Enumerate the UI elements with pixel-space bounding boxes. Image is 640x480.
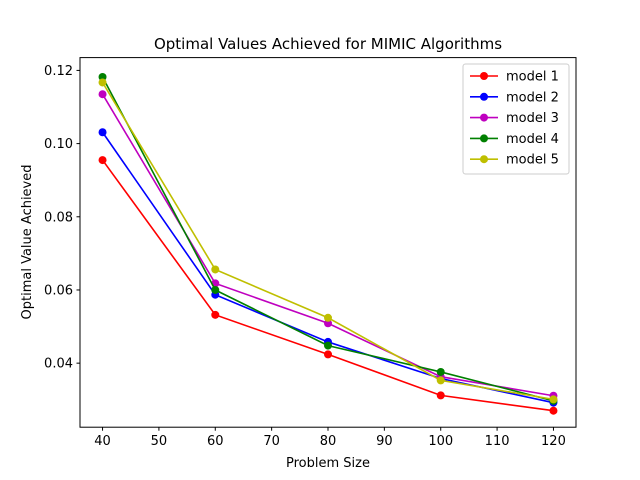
legend-item: model 3 bbox=[470, 111, 559, 126]
legend-box bbox=[462, 63, 570, 175]
x-axis: 40 50 60 70 80 90 100 110 120 bbox=[94, 427, 566, 449]
series-model-1 bbox=[98, 156, 558, 415]
data-point bbox=[324, 341, 332, 350]
legend-label: model 2 bbox=[506, 90, 559, 105]
legend: model 1 model 2 model 3 model 4 model 5 bbox=[462, 63, 570, 175]
legend-marker bbox=[480, 134, 488, 143]
data-point bbox=[211, 285, 220, 294]
legend-item: model 5 bbox=[470, 153, 559, 168]
data-point bbox=[549, 406, 558, 415]
legend-marker bbox=[480, 72, 488, 80]
x-tick-label: 100 bbox=[428, 434, 453, 449]
x-tick-label: 80 bbox=[320, 434, 337, 449]
legend-item: model 1 bbox=[470, 70, 559, 85]
x-axis-label: Problem Size bbox=[286, 456, 370, 471]
data-point bbox=[324, 350, 332, 359]
data-point bbox=[98, 90, 107, 99]
y-tick-label: 0.12 bbox=[44, 64, 73, 79]
plot-area bbox=[98, 72, 558, 415]
y-axis-label: Optimal Value Achieved bbox=[20, 164, 35, 319]
legend-marker bbox=[480, 155, 488, 164]
data-point bbox=[98, 78, 107, 87]
data-point bbox=[98, 156, 107, 165]
legend-label: model 1 bbox=[506, 70, 559, 85]
data-point bbox=[98, 128, 107, 137]
y-tick-label: 0.08 bbox=[44, 210, 73, 225]
legend-marker bbox=[480, 92, 488, 101]
x-tick-label: 60 bbox=[207, 434, 224, 449]
x-tick-label: 70 bbox=[263, 434, 280, 449]
y-tick-label: 0.04 bbox=[44, 357, 73, 372]
y-axis: 0.04 0.06 0.08 0.10 0.12 bbox=[44, 64, 80, 372]
data-point bbox=[436, 391, 445, 400]
x-tick-label: 40 bbox=[94, 434, 111, 449]
series-model-5 bbox=[98, 78, 558, 404]
data-point bbox=[324, 319, 332, 328]
x-tick-label: 110 bbox=[485, 434, 510, 449]
legend-label: model 4 bbox=[506, 132, 559, 147]
legend-item: model 2 bbox=[470, 90, 559, 105]
series-line bbox=[101, 159, 554, 412]
data-point bbox=[98, 72, 107, 81]
data-point bbox=[211, 310, 220, 319]
x-tick-label: 50 bbox=[151, 434, 168, 449]
chart-title: Optimal Values Achieved for MIMIC Algori… bbox=[154, 35, 502, 53]
x-tick-label: 90 bbox=[376, 434, 393, 449]
y-tick-label: 0.06 bbox=[44, 283, 73, 298]
data-point bbox=[549, 395, 558, 404]
legend-marker bbox=[480, 113, 488, 122]
legend-label: model 3 bbox=[506, 111, 559, 126]
x-tick-label: 120 bbox=[541, 434, 566, 449]
legend-label: model 5 bbox=[506, 153, 559, 168]
data-point bbox=[324, 313, 332, 322]
data-point bbox=[211, 265, 220, 274]
data-point bbox=[436, 367, 445, 376]
legend-item: model 4 bbox=[470, 132, 559, 147]
data-point bbox=[436, 376, 445, 385]
y-tick-label: 0.10 bbox=[44, 137, 73, 152]
